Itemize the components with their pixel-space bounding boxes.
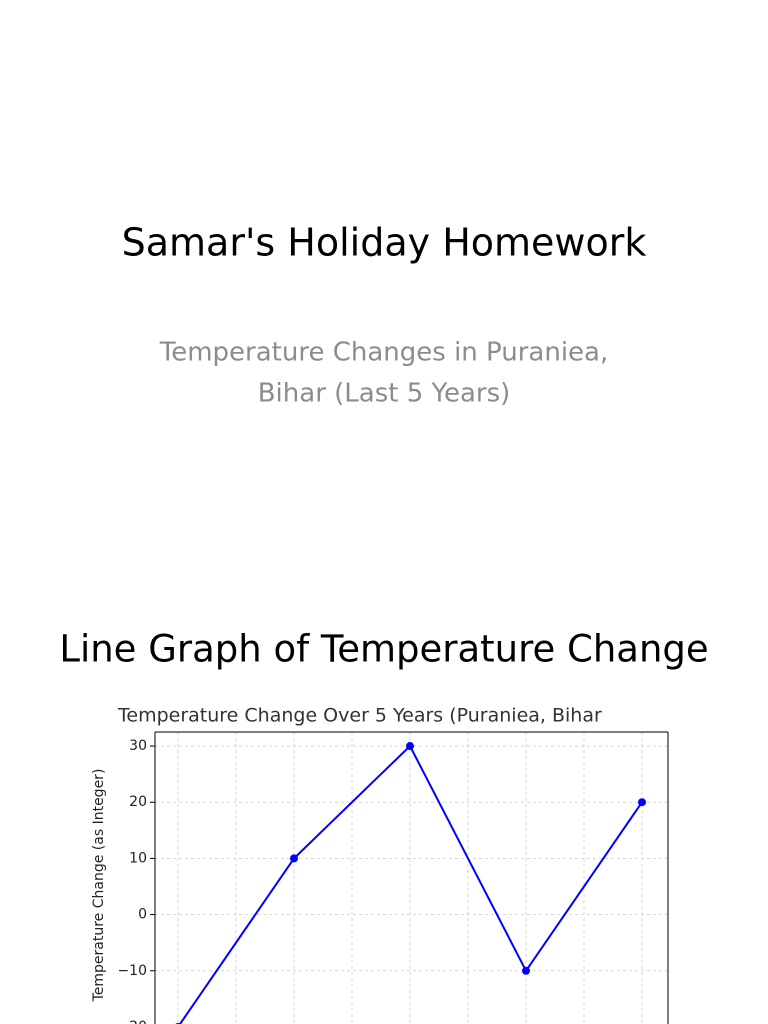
chart-title: Temperature Change Over 5 Years (Puranie… [117, 705, 602, 727]
slide-title: Line Graph of Temperature Change [59, 628, 708, 671]
y-tick-label: 20 [129, 794, 147, 810]
y-tick-label: 30 [129, 738, 147, 754]
y-tick-label: −10 [117, 963, 147, 979]
chart: Temperature Change Over 5 Years (Puranie… [91, 705, 669, 1024]
y-axis-label: Temperature Change (as Integer) [91, 769, 107, 1003]
y-tick-label: 10 [129, 850, 147, 866]
slide-title: Samar's Holiday Homework [122, 221, 647, 265]
y-tick-label: 0 [138, 907, 147, 923]
data-point [406, 742, 414, 751]
y-tick-label: −20 [117, 1019, 147, 1024]
data-point [638, 798, 646, 807]
slide-subtitle: Bihar (Last 5 Years) [258, 379, 511, 409]
data-point [522, 966, 530, 975]
data-point [290, 854, 298, 863]
slide-subtitle: Temperature Changes in Puraniea, [159, 338, 609, 368]
